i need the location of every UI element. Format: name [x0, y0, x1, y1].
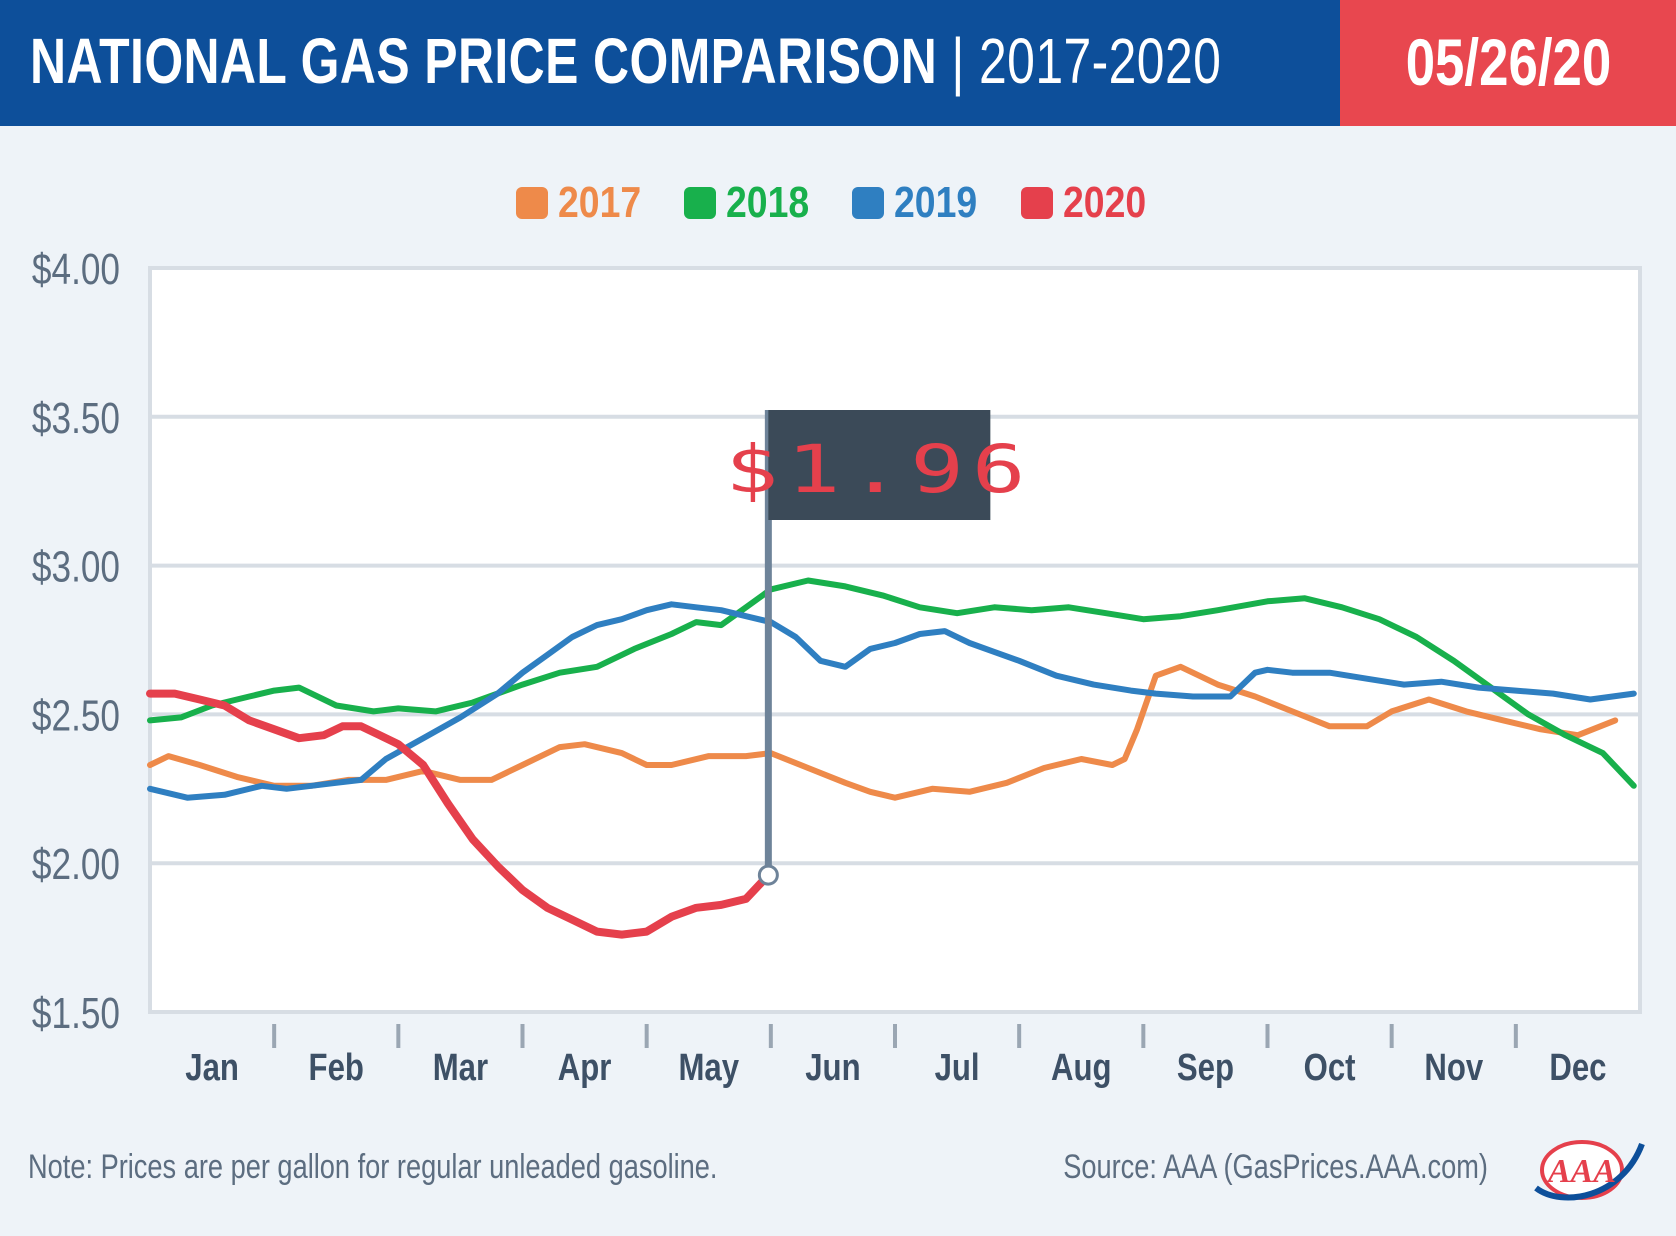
- series-line-2020: [146, 689, 773, 939]
- title-years: | 2017-2020: [937, 25, 1222, 97]
- y-tick-label: $4.00: [32, 245, 120, 294]
- legend-label-2017: 2017: [557, 178, 641, 227]
- series-line-2018: [147, 577, 1637, 789]
- chart-legend: 2017 2018 2019 2020: [0, 178, 1676, 228]
- x-tick-label: Jul: [935, 1047, 980, 1089]
- legend-label-2019: 2019: [894, 178, 978, 227]
- series-line-2017: [147, 663, 1619, 801]
- x-tick-label: Nov: [1424, 1047, 1483, 1089]
- legend-item-2017: 2017: [515, 178, 656, 228]
- y-tick-label: $2.50: [32, 692, 120, 741]
- x-tick-label: Aug: [1051, 1047, 1112, 1089]
- aaa-logo: AAA: [1534, 1140, 1645, 1201]
- callout-value: $1.96: [725, 431, 1034, 508]
- logo-text: AAA: [1546, 1153, 1616, 1190]
- legend-item-2019: 2019: [852, 178, 992, 228]
- y-tick-label: $3.50: [32, 394, 120, 443]
- legend-swatch-2018: [683, 187, 716, 219]
- date-label: 05/26/20: [1340, 24, 1676, 100]
- callout-point: [757, 864, 779, 886]
- x-tick-label: Jun: [805, 1047, 860, 1089]
- x-tick-label: Sep: [1177, 1047, 1234, 1089]
- y-tick-label: $1.50: [32, 989, 120, 1038]
- legend-item-2020: 2020: [1020, 178, 1161, 228]
- legend-label-2020: 2020: [1062, 178, 1146, 227]
- y-tick-label: $2.00: [32, 841, 120, 890]
- callout-flag: [768, 410, 991, 520]
- footnote: Note: Prices are per gallon for regular …: [28, 1148, 718, 1186]
- x-tick-label: Feb: [309, 1047, 364, 1089]
- legend-swatch-2019: [852, 187, 885, 219]
- x-tick-label: Mar: [433, 1047, 488, 1089]
- legend-swatch-2017: [515, 187, 548, 219]
- series-line-2019: [147, 601, 1637, 801]
- x-tick-label: Oct: [1304, 1047, 1356, 1089]
- title-bar: NATIONAL GAS PRICE COMPARISON | 2017-202…: [0, 0, 1340, 126]
- source-credit: Source: AAA (GasPrices.AAA.com): [1063, 1148, 1488, 1186]
- legend-item-2018: 2018: [683, 178, 824, 228]
- y-tick-label: $3.00: [32, 543, 120, 592]
- x-tick-label: Jan: [185, 1047, 239, 1089]
- legend-swatch-2020: [1020, 187, 1053, 219]
- date-text: 05/26/20: [1405, 25, 1611, 99]
- title-main: NATIONAL GAS PRICE COMPARISON: [30, 25, 938, 97]
- header-banner: NATIONAL GAS PRICE COMPARISON | 2017-202…: [0, 0, 1676, 126]
- chart-title: NATIONAL GAS PRICE COMPARISON | 2017-202…: [30, 24, 1221, 98]
- x-tick-label: May: [678, 1047, 739, 1089]
- legend-label-2018: 2018: [725, 178, 810, 227]
- x-tick-label: Dec: [1549, 1047, 1606, 1089]
- x-tick-label: Apr: [558, 1047, 612, 1089]
- date-panel: 05/26/20: [1340, 0, 1676, 126]
